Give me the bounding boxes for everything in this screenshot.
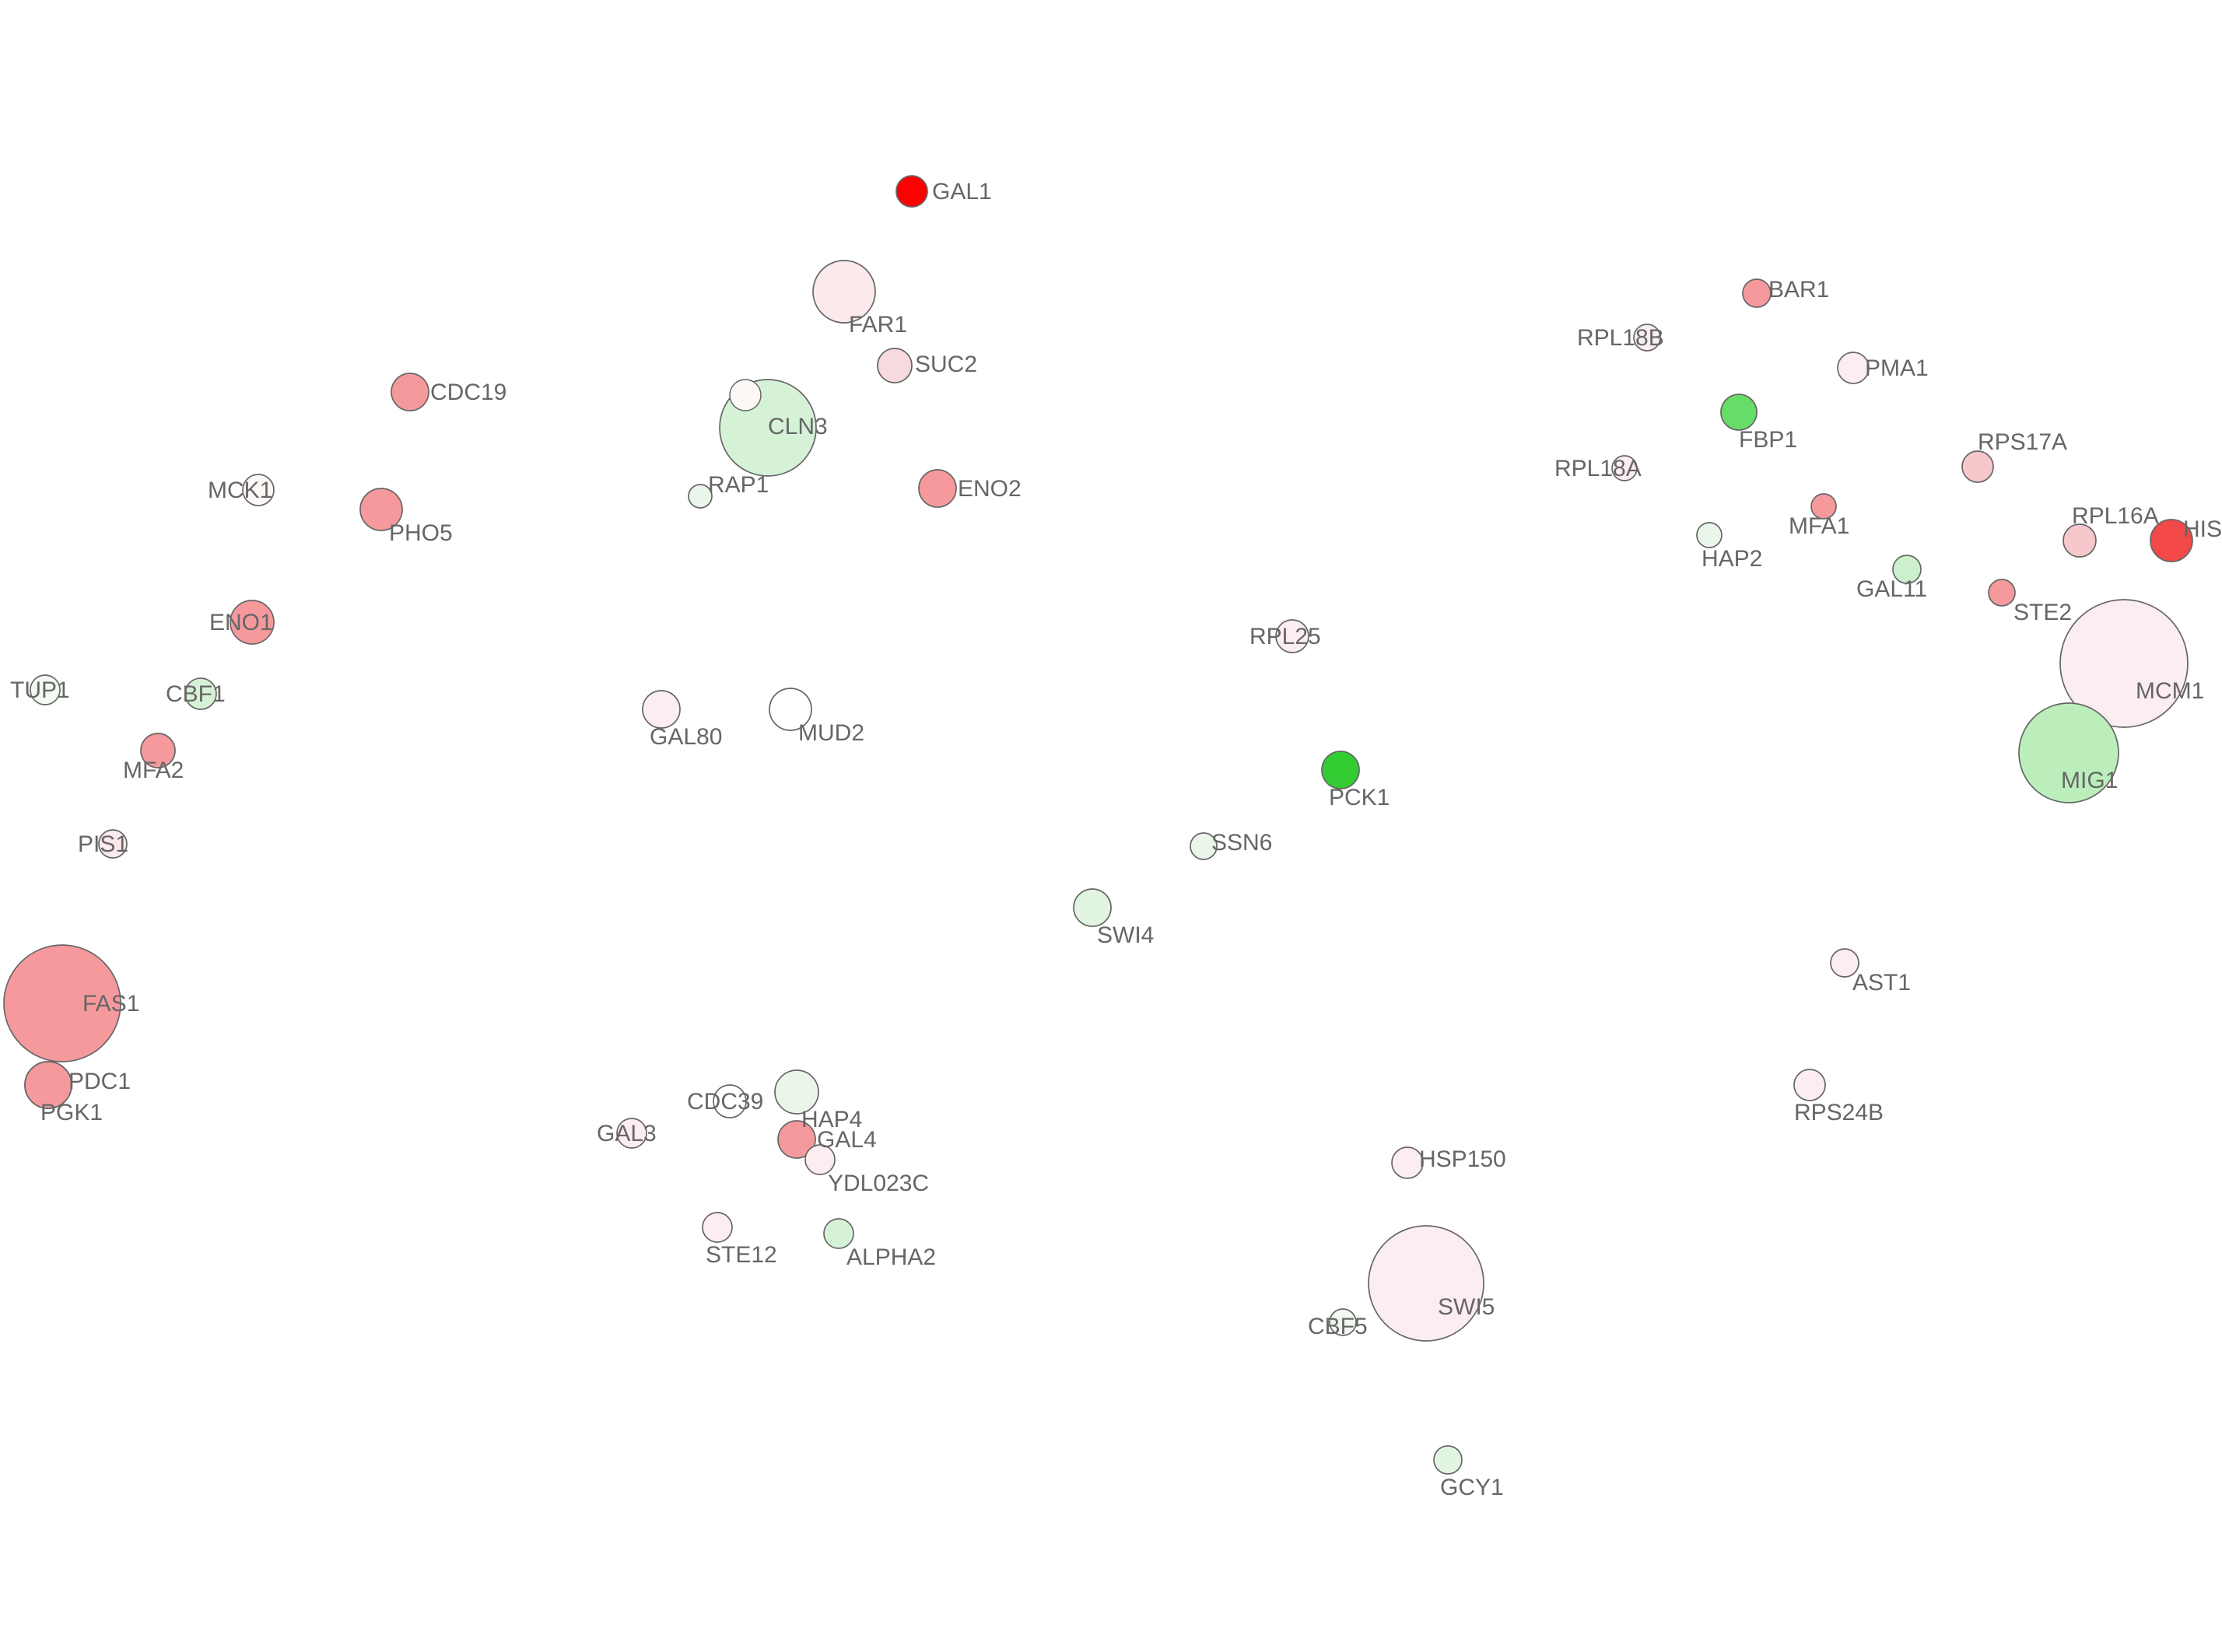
svg-text:MIG1: MIG1 <box>2061 768 2118 793</box>
svg-text:YDL023C: YDL023C <box>828 1171 929 1196</box>
svg-text:GAL80: GAL80 <box>650 724 722 750</box>
svg-text:MCM1: MCM1 <box>2136 678 2204 704</box>
svg-text:ENO2: ENO2 <box>958 476 1022 502</box>
svg-text:GAL11: GAL11 <box>1856 576 1927 602</box>
svg-text:PDC1: PDC1 <box>68 1069 131 1094</box>
svg-text:FBP1: FBP1 <box>1739 427 1797 453</box>
svg-text:CLN3: CLN3 <box>768 414 828 439</box>
svg-text:GAL3: GAL3 <box>597 1121 657 1146</box>
svg-text:ENO1: ENO1 <box>209 610 273 635</box>
svg-text:HAP2: HAP2 <box>1702 546 1762 572</box>
svg-text:MCK1: MCK1 <box>208 478 272 503</box>
svg-text:RPS24B: RPS24B <box>1794 1100 1884 1125</box>
svg-text:PCK1: PCK1 <box>1329 785 1390 810</box>
svg-text:MFA1: MFA1 <box>1789 513 1849 539</box>
svg-text:RPL18A: RPL18A <box>1554 456 1642 481</box>
svg-text:SWI4: SWI4 <box>1097 922 1154 948</box>
svg-text:HSP150: HSP150 <box>1419 1146 1506 1172</box>
svg-text:RPL25: RPL25 <box>1249 624 1321 649</box>
svg-text:AST1: AST1 <box>1852 970 1911 996</box>
svg-text:CDC39: CDC39 <box>687 1089 763 1115</box>
svg-text:FAR1: FAR1 <box>849 312 907 338</box>
svg-text:SSN6: SSN6 <box>1211 830 1272 856</box>
svg-text:GAL4: GAL4 <box>817 1127 877 1153</box>
svg-text:MUD2: MUD2 <box>798 720 864 746</box>
svg-text:SUC2: SUC2 <box>915 352 977 377</box>
svg-text:CDC19: CDC19 <box>430 380 506 405</box>
svg-text:BAR1: BAR1 <box>1768 277 1829 303</box>
svg-text:PMA1: PMA1 <box>1865 355 1929 381</box>
svg-text:CBF1: CBF1 <box>166 681 226 707</box>
svg-text:RAP1: RAP1 <box>708 472 769 498</box>
svg-text:HIS4: HIS4 <box>2183 516 2222 542</box>
svg-text:STE12: STE12 <box>706 1242 777 1268</box>
svg-text:ALPHA2: ALPHA2 <box>846 1244 936 1270</box>
svg-text:RPS17A: RPS17A <box>1978 429 2067 455</box>
svg-text:STE2: STE2 <box>2013 600 2072 625</box>
svg-text:MFA2: MFA2 <box>123 758 184 783</box>
svg-text:TUP1: TUP1 <box>10 677 70 703</box>
svg-text:RPL16A: RPL16A <box>2072 503 2159 529</box>
svg-text:FAS1: FAS1 <box>82 991 139 1017</box>
svg-text:PIS1: PIS1 <box>78 831 128 857</box>
svg-text:PHO5: PHO5 <box>389 520 453 546</box>
svg-text:RPL18B: RPL18B <box>1577 325 1664 351</box>
svg-text:SWI5: SWI5 <box>1438 1294 1495 1320</box>
svg-text:GCY1: GCY1 <box>1440 1475 1504 1500</box>
svg-text:GAL1: GAL1 <box>932 179 992 205</box>
svg-text:CBF5: CBF5 <box>1308 1314 1368 1339</box>
svg-text:PGK1: PGK1 <box>40 1100 103 1125</box>
